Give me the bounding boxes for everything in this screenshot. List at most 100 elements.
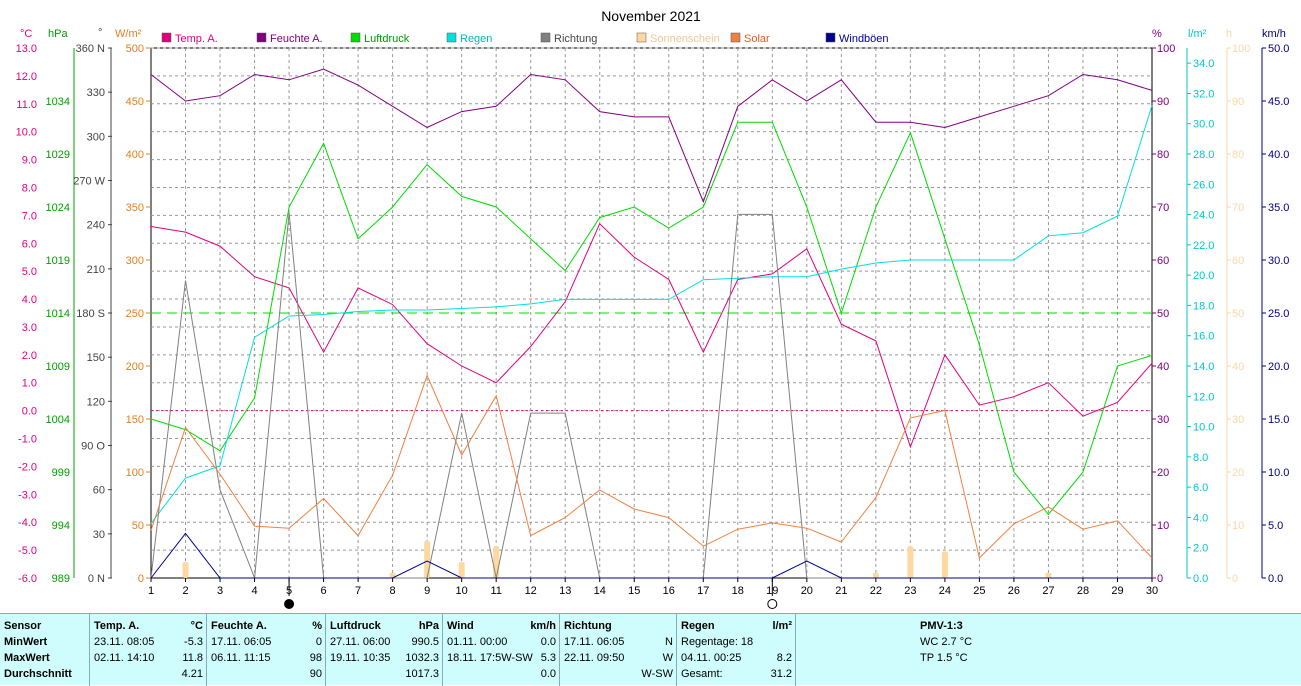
tick-label-wind: 50.0 xyxy=(1268,43,1289,55)
stats-header-wind: Wind xyxy=(447,620,474,632)
tick-label-pressure: 989 xyxy=(52,573,70,585)
legend-swatch xyxy=(161,32,172,43)
legend-swatch xyxy=(825,32,836,43)
stats-col-rain: Regen l/m² Regentage: 18 04.11. 00:25 8.2 … xyxy=(676,614,796,686)
x-tick-label: 24 xyxy=(939,585,951,597)
tick-label-direction: 90 O xyxy=(81,441,105,453)
stats-temp-max: 11.8 xyxy=(182,652,203,664)
tick-label-humidity: 40 xyxy=(1157,361,1169,373)
stats-direction-min-time: 17.11. 06:05 xyxy=(564,636,625,648)
tick-label-temp: 5.0 xyxy=(22,266,37,278)
stats-label-min: MinWert xyxy=(4,636,48,648)
tick-label-direction: 0 N xyxy=(88,573,105,585)
x-tick-label: 8 xyxy=(390,585,396,597)
stats-unit-rain: l/m² xyxy=(772,620,792,632)
stats-unit-temp: °C xyxy=(190,620,203,632)
tick-label-pressure: 1024 xyxy=(46,202,70,214)
x-tick-label: 16 xyxy=(663,585,675,597)
tick-label-sunshine: 70 xyxy=(1232,202,1244,214)
stats-direction-max: W xyxy=(662,652,673,664)
tick-label-wind: 45.0 xyxy=(1268,96,1289,108)
stats-direction-max-time: 22.11. 09:50 xyxy=(564,652,625,664)
tick-label-rain: 4.0 xyxy=(1193,512,1208,524)
stats-pmv-tp: TP 1.5 °C xyxy=(920,652,968,664)
stats-rain-max: 8.2 xyxy=(776,652,792,664)
tick-label-temp: 7.0 xyxy=(22,210,37,222)
tick-label-solar: 400 xyxy=(126,149,144,161)
axes: 13.0 12.0 11.0 10.0 9.0 8.0 7.0 6.0 5.0 4.0 3.0 2.0… xyxy=(16,27,1290,585)
stats-temp-min-time: 23.11. 08:05 xyxy=(94,636,155,648)
tick-label-solar: 150 xyxy=(126,414,144,426)
stats-humidity-avg: 90 xyxy=(309,668,322,680)
legend-swatch xyxy=(256,32,267,43)
tick-label-temp: -1.0 xyxy=(18,434,37,446)
stats-label-max: MaxWert xyxy=(4,652,50,664)
x-tick-label: 10 xyxy=(456,585,468,597)
tick-label-humidity: 0 xyxy=(1157,573,1163,585)
axis-unit-direction: ° xyxy=(98,27,102,39)
tick-label-wind: 15.0 xyxy=(1268,414,1289,426)
tick-label-rain: 20.0 xyxy=(1193,270,1214,282)
tick-label-rain: 6.0 xyxy=(1193,482,1208,494)
tick-label-solar: 450 xyxy=(126,96,144,108)
stats-header-temp: Temp. A. xyxy=(94,620,140,632)
axis-unit-humidity: % xyxy=(1152,28,1162,40)
bar-sunshine xyxy=(458,562,465,578)
tick-label-sunshine: 20 xyxy=(1232,467,1244,479)
x-tick-label: 13 xyxy=(559,585,571,597)
tick-label-pressure: 999 xyxy=(52,467,70,479)
tick-label-direction: 60 xyxy=(93,485,105,497)
tick-label-solar: 50 xyxy=(132,520,144,532)
stats-pressure-avg: 1017.3 xyxy=(405,668,439,680)
legend: Temp. A. Feuchte A. Luftdruck Regen Richtung… xyxy=(161,32,889,45)
tick-label-humidity: 30 xyxy=(1157,414,1169,426)
axis-unit-temp: °C xyxy=(20,28,32,40)
x-tick-label: 2 xyxy=(182,585,188,597)
stats-direction-min: N xyxy=(665,636,673,648)
stats-humidity-min: 0 xyxy=(315,636,322,648)
stats-rain-total: 31.2 xyxy=(770,668,792,680)
stats-temp-avg: 4.21 xyxy=(181,668,203,680)
series-line-pressure xyxy=(150,121,1153,516)
tick-label-wind: 10.0 xyxy=(1268,467,1289,479)
tick-label-solar: 500 xyxy=(126,43,144,55)
tick-label-sunshine: 0 xyxy=(1232,573,1238,585)
x-tick-label: 12 xyxy=(525,585,537,597)
legend-swatch xyxy=(540,32,551,43)
tick-label-sunshine: 40 xyxy=(1232,361,1244,373)
axis-unit-pressure: hPa xyxy=(48,28,68,40)
tick-label-direction: 330 xyxy=(87,87,105,99)
tick-label-rain: 34.0 xyxy=(1193,58,1214,70)
bar-sunshine xyxy=(389,572,396,578)
tick-label-humidity: 90 xyxy=(1157,96,1169,108)
tick-label-rain: 30.0 xyxy=(1193,119,1214,131)
new-moon-icon xyxy=(284,599,295,609)
bar-sunshine xyxy=(493,546,500,578)
x-tick-label: 18 xyxy=(732,585,744,597)
legend-label: Sonnenschein xyxy=(650,33,720,45)
tick-label-sunshine: 50 xyxy=(1232,308,1244,320)
tick-label-pressure: 1034 xyxy=(46,96,70,108)
stats-col-temp: Temp. A. °C 23.11. 08:05 -5.3 02.11. 14:10… xyxy=(89,614,207,686)
tick-label-temp: 11.0 xyxy=(16,99,37,111)
tick-label-solar: 350 xyxy=(126,202,144,214)
stats-pressure-max-time: 19.11. 10:35 xyxy=(330,652,391,664)
legend-swatch xyxy=(636,32,647,43)
legend-label: Luftdruck xyxy=(364,33,410,45)
x-tick-label: 11 xyxy=(490,585,501,597)
stats-pressure-min: 990.5 xyxy=(411,636,439,648)
tick-label-rain: 18.0 xyxy=(1193,300,1214,312)
x-tick-label: 30 xyxy=(1146,585,1158,597)
tick-label-rain: 24.0 xyxy=(1193,210,1214,222)
full-moon-icon xyxy=(767,599,778,609)
tick-label-rain: 26.0 xyxy=(1193,179,1214,191)
x-tick-label: 23 xyxy=(904,585,916,597)
x-tick-label: 25 xyxy=(973,585,985,597)
tick-label-pressure: 1019 xyxy=(46,255,70,267)
bar-sunshine xyxy=(907,546,914,578)
tick-label-wind: 35.0 xyxy=(1268,202,1289,214)
tick-label-solar: 250 xyxy=(126,308,144,320)
tick-label-temp: -2.0 xyxy=(18,461,37,473)
bar-sunshine xyxy=(941,551,948,578)
series-line-temp xyxy=(150,222,1153,449)
